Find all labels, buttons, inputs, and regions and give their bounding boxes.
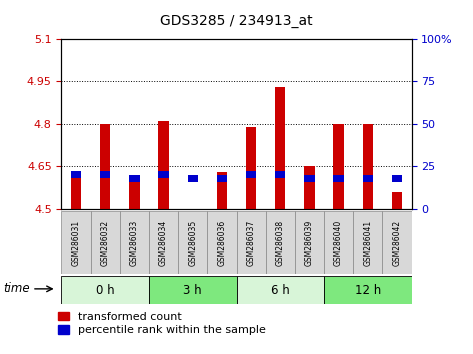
Bar <box>71 172 81 209</box>
Text: GSM286040: GSM286040 <box>334 219 343 266</box>
Bar <box>188 175 198 182</box>
Bar <box>382 211 412 274</box>
Legend: transformed count, percentile rank within the sample: transformed count, percentile rank withi… <box>58 312 265 335</box>
Text: GSM286032: GSM286032 <box>101 219 110 266</box>
Text: 0 h: 0 h <box>96 284 114 297</box>
Text: GSM286038: GSM286038 <box>276 219 285 266</box>
Text: GSM286035: GSM286035 <box>188 219 197 266</box>
Text: GDS3285 / 234913_at: GDS3285 / 234913_at <box>160 14 313 28</box>
Text: GSM286041: GSM286041 <box>363 219 372 266</box>
Bar <box>149 276 236 304</box>
Bar <box>333 175 344 182</box>
Bar <box>324 211 353 274</box>
Bar <box>100 124 110 209</box>
Bar <box>149 211 178 274</box>
Text: 3 h: 3 h <box>184 284 202 297</box>
Text: GSM286036: GSM286036 <box>218 219 227 266</box>
Bar <box>246 127 256 209</box>
Bar <box>353 211 382 274</box>
Text: GSM286034: GSM286034 <box>159 219 168 266</box>
Bar <box>392 192 402 209</box>
Bar <box>178 211 207 274</box>
Bar <box>236 276 324 304</box>
Bar <box>295 211 324 274</box>
Text: 6 h: 6 h <box>271 284 289 297</box>
Bar <box>207 211 236 274</box>
Bar <box>275 171 285 178</box>
Bar <box>217 172 227 209</box>
Bar <box>71 171 81 178</box>
Bar <box>266 211 295 274</box>
Bar <box>100 171 110 178</box>
Bar <box>120 211 149 274</box>
Text: GSM286033: GSM286033 <box>130 219 139 266</box>
Text: GSM286042: GSM286042 <box>393 219 402 266</box>
Bar <box>363 124 373 209</box>
Bar <box>304 175 315 182</box>
Bar <box>61 276 149 304</box>
Text: GSM286031: GSM286031 <box>71 219 80 266</box>
Text: GSM286039: GSM286039 <box>305 219 314 266</box>
Bar <box>304 166 315 209</box>
Bar <box>392 175 402 182</box>
Bar <box>333 124 344 209</box>
Bar <box>363 175 373 182</box>
Text: GSM286037: GSM286037 <box>246 219 255 266</box>
Bar <box>158 171 169 178</box>
Bar <box>61 211 91 274</box>
Bar <box>246 171 256 178</box>
Bar <box>236 211 266 274</box>
Bar <box>275 87 285 209</box>
Text: time: time <box>3 282 30 295</box>
Bar <box>129 175 140 182</box>
Bar <box>129 175 140 209</box>
Bar <box>217 175 227 182</box>
Bar <box>324 276 412 304</box>
Text: 12 h: 12 h <box>355 284 381 297</box>
Bar <box>91 211 120 274</box>
Bar <box>158 121 169 209</box>
